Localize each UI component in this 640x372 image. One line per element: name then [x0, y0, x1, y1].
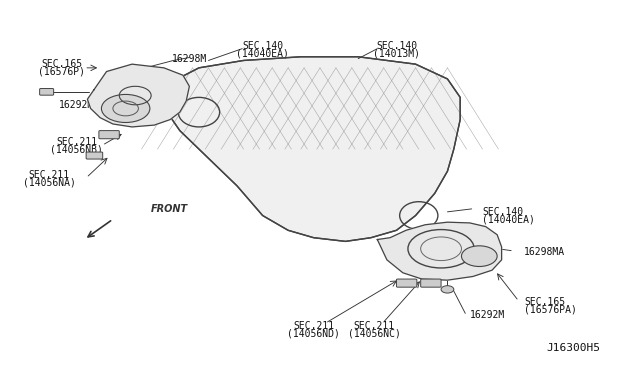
FancyBboxPatch shape [420, 279, 441, 287]
Circle shape [441, 286, 454, 293]
Text: (14056NA): (14056NA) [23, 177, 76, 187]
Text: SEC.211: SEC.211 [29, 170, 70, 180]
FancyBboxPatch shape [40, 89, 54, 95]
Text: SEC.211: SEC.211 [56, 137, 97, 147]
Text: 16298MA: 16298MA [524, 247, 565, 257]
Polygon shape [167, 57, 460, 241]
Text: SEC.165: SEC.165 [524, 297, 565, 307]
Text: (14013M): (14013M) [373, 48, 420, 58]
Text: SEC.165: SEC.165 [42, 59, 83, 69]
Text: (14040EA): (14040EA) [483, 214, 536, 224]
Circle shape [461, 246, 497, 266]
Text: 16292M: 16292M [59, 100, 94, 110]
Polygon shape [378, 222, 502, 280]
Text: SEC.211: SEC.211 [293, 321, 334, 331]
Text: SEC.140: SEC.140 [376, 41, 417, 51]
Text: 16292M: 16292M [470, 310, 505, 320]
Text: SEC.140: SEC.140 [483, 207, 524, 217]
Text: (14040EA): (14040EA) [236, 48, 289, 58]
Text: SEC.211: SEC.211 [354, 321, 395, 331]
Text: J16300H5: J16300H5 [547, 343, 600, 353]
Text: (14056NC): (14056NC) [348, 329, 401, 339]
FancyBboxPatch shape [396, 279, 417, 287]
Text: 16298M: 16298M [172, 54, 207, 64]
FancyBboxPatch shape [99, 131, 119, 139]
Text: SEC.140: SEC.140 [242, 41, 284, 51]
Circle shape [101, 94, 150, 122]
Text: (16576PA): (16576PA) [524, 305, 577, 315]
Text: (14056ND): (14056ND) [287, 329, 340, 339]
Text: (14056NB): (14056NB) [50, 144, 103, 154]
Text: FRONT: FRONT [151, 204, 188, 214]
Polygon shape [88, 64, 189, 127]
FancyBboxPatch shape [86, 152, 102, 159]
Text: (16576P): (16576P) [38, 67, 85, 77]
